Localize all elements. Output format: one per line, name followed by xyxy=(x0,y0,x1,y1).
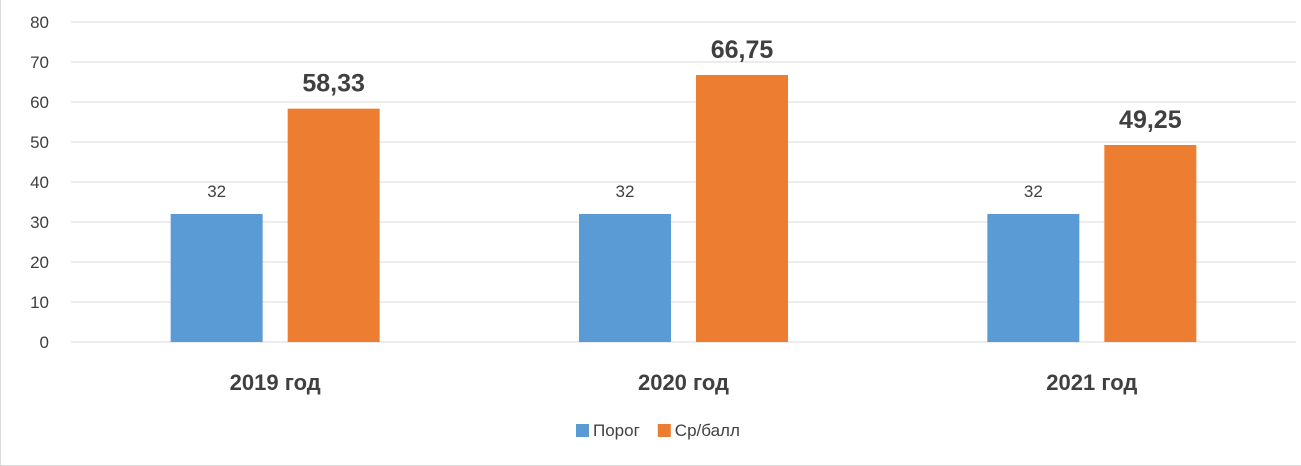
y-tick-label: 10 xyxy=(30,293,49,312)
category-label: 2019 год xyxy=(230,370,321,395)
category-label: 2021 год xyxy=(1046,370,1137,395)
y-tick-label: 20 xyxy=(30,253,49,272)
data-label: 49,25 xyxy=(1119,106,1182,134)
legend: Порог Ср/балл xyxy=(576,421,740,440)
data-label: 66,75 xyxy=(711,36,774,64)
y-tick-label: 80 xyxy=(30,13,49,32)
data-label: 58,33 xyxy=(302,70,365,98)
data-label: 32 xyxy=(616,182,635,201)
y-tick-label: 70 xyxy=(30,53,49,72)
bar-porog xyxy=(170,214,263,342)
gridlines xyxy=(71,21,1296,343)
data-label: 32 xyxy=(207,182,226,201)
bar-sr-ball xyxy=(287,108,380,343)
data-labels: 32 58,33 32 66,75 32 49,25 xyxy=(207,36,1182,201)
y-tick-label: 0 xyxy=(40,333,49,352)
legend-swatch xyxy=(657,424,671,437)
bars xyxy=(170,75,1197,343)
y-tick-label: 30 xyxy=(30,213,49,232)
y-tick-label: 60 xyxy=(30,93,49,112)
legend-swatch xyxy=(576,424,589,437)
bar-sr-ball xyxy=(696,75,788,342)
data-label: 32 xyxy=(1024,182,1043,201)
bar-sr-ball xyxy=(1104,145,1197,342)
legend-label: Порог xyxy=(593,421,640,440)
x-axis-categories: 2019 год 2020 год 2021 год xyxy=(230,370,1138,395)
bar-porog xyxy=(987,214,1080,342)
y-tick-label: 50 xyxy=(30,133,49,152)
legend-label: Ср/балл xyxy=(675,421,740,440)
category-label: 2020 год xyxy=(638,370,729,395)
bar-porog xyxy=(579,214,671,342)
y-tick-label: 40 xyxy=(30,173,49,192)
y-axis-ticks: 0 10 20 30 40 50 60 70 80 xyxy=(30,13,49,352)
